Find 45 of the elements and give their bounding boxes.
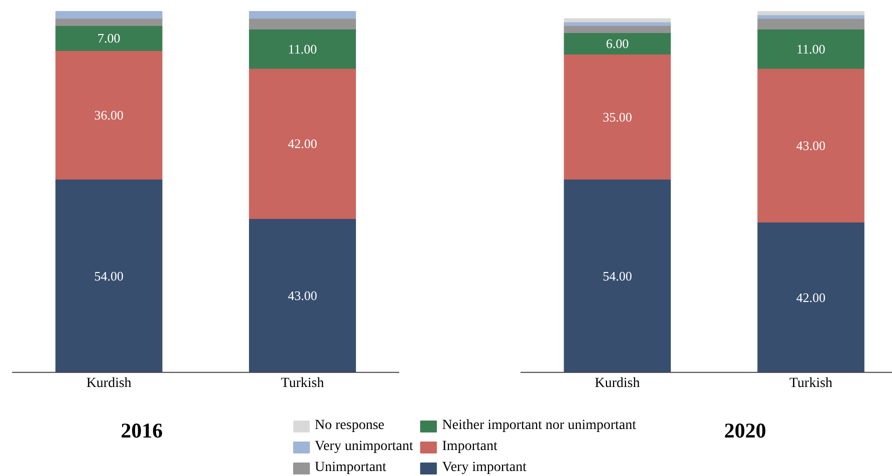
bar bbox=[757, 28, 864, 69]
data-label: 43.00 bbox=[288, 288, 318, 304]
data-label: 6.00 bbox=[606, 36, 629, 52]
bar bbox=[757, 18, 864, 30]
data-label: 54.00 bbox=[94, 268, 124, 284]
data-label: 35.00 bbox=[602, 109, 632, 124]
legend-label: Very important bbox=[442, 460, 527, 476]
data-label: 36.00 bbox=[94, 107, 124, 122]
bar bbox=[55, 18, 162, 26]
data-label: 7.00 bbox=[98, 30, 120, 46]
data-label: 42.00 bbox=[796, 290, 826, 305]
legend-label: Unimportant bbox=[314, 460, 386, 476]
data-label: 11.00 bbox=[288, 41, 317, 56]
bar bbox=[248, 218, 356, 373]
bar bbox=[248, 11, 356, 19]
x-tick-label: Kurdish bbox=[86, 376, 132, 391]
text: 2016 bbox=[120, 418, 163, 442]
bar bbox=[757, 14, 864, 19]
bar bbox=[757, 68, 864, 222]
data-label: 43.00 bbox=[796, 138, 826, 153]
x-tick-label: Kurdish bbox=[594, 376, 640, 391]
bar bbox=[55, 179, 162, 373]
data-label: 11.00 bbox=[796, 41, 826, 56]
bar bbox=[248, 28, 356, 69]
legend-label: Neither important nor unimportant bbox=[442, 418, 636, 434]
legend-label: No response bbox=[314, 418, 384, 434]
bar bbox=[55, 50, 162, 180]
bar bbox=[248, 18, 356, 30]
data-label: 42.00 bbox=[288, 136, 318, 152]
x-tick-label: Turkish bbox=[789, 376, 832, 391]
bar bbox=[757, 11, 864, 16]
data-label: 54.00 bbox=[602, 268, 632, 284]
legend-label: Very unimportant bbox=[314, 439, 414, 455]
text: 2020 bbox=[724, 418, 766, 442]
bar bbox=[248, 68, 356, 219]
bar bbox=[55, 25, 162, 51]
bar bbox=[55, 11, 162, 19]
x-tick-label: Turkish bbox=[280, 376, 324, 391]
bar bbox=[564, 32, 671, 54]
bar bbox=[564, 54, 671, 180]
bar bbox=[564, 25, 671, 34]
bar bbox=[564, 179, 671, 373]
bar bbox=[564, 18, 671, 22]
bar bbox=[757, 222, 864, 373]
legend-label: Important bbox=[442, 439, 498, 455]
